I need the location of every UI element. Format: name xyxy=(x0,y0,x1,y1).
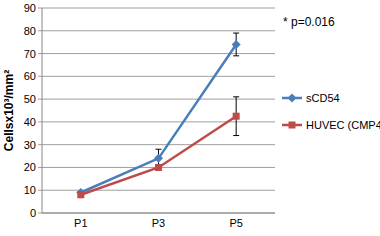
tick-mark xyxy=(38,99,42,100)
tick-mark xyxy=(38,8,42,9)
y-tick-label: 60 xyxy=(24,70,36,82)
grid-line xyxy=(42,53,275,54)
series-line xyxy=(81,44,236,192)
tick-mark xyxy=(38,53,42,54)
grid-line xyxy=(42,30,275,31)
tick-mark xyxy=(38,190,42,191)
grid-line xyxy=(42,99,275,100)
x-axis xyxy=(42,213,275,214)
error-cap xyxy=(233,96,239,97)
y-tick-label: 0 xyxy=(30,207,36,219)
legend-marker xyxy=(289,122,296,129)
legend-entry: HUVEC (CMP4) xyxy=(282,119,380,131)
grid-line xyxy=(42,190,275,191)
y-tick-label: 20 xyxy=(24,161,36,173)
chart: 0 10 20 30 40 50 60 70 80 90 P1 P3 P5 Cellsx10³/mm² * … xyxy=(0,0,380,236)
tick-mark xyxy=(38,76,42,77)
data-point xyxy=(155,164,162,171)
y-axis-label: Cellsx10³/mm² xyxy=(2,70,16,151)
y-tick-label: 70 xyxy=(24,48,36,60)
tick-mark xyxy=(38,144,42,145)
annotation: * p=0.016 xyxy=(283,15,335,29)
error-cap xyxy=(233,55,239,56)
x-tick-label: P1 xyxy=(74,217,87,229)
legend-entry: sCD54 xyxy=(282,92,340,104)
data-point xyxy=(233,113,240,120)
grid-line xyxy=(42,144,275,145)
legend-marker xyxy=(288,94,297,103)
x-tick-label: P3 xyxy=(152,217,165,229)
x-tick-label: P5 xyxy=(229,217,242,229)
legend-label: sCD54 xyxy=(306,92,340,104)
tick-mark xyxy=(38,167,42,168)
tick-mark xyxy=(38,121,42,122)
y-tick-label: 90 xyxy=(24,2,36,14)
grid-line xyxy=(42,8,275,9)
error-bar xyxy=(233,97,239,136)
plot-area xyxy=(76,33,240,198)
series-line xyxy=(81,116,236,195)
error-cap xyxy=(233,135,239,136)
grid-line xyxy=(42,76,275,77)
legend-label: HUVEC (CMP4) xyxy=(306,119,380,131)
y-axis xyxy=(42,8,43,213)
tick-mark xyxy=(38,213,42,214)
error-cap xyxy=(156,149,162,150)
data-point xyxy=(77,191,84,198)
y-tick-label: 50 xyxy=(24,93,36,105)
grid-line xyxy=(42,213,275,214)
grid-line xyxy=(42,121,275,122)
data-point xyxy=(232,40,241,49)
error-cap xyxy=(233,33,239,34)
y-tick-label: 30 xyxy=(24,139,36,151)
tick-mark xyxy=(38,30,42,31)
y-tick-label: 80 xyxy=(24,25,36,37)
y-tick-label: 10 xyxy=(24,184,36,196)
y-tick-label: 40 xyxy=(24,116,36,128)
data-point xyxy=(154,154,163,163)
